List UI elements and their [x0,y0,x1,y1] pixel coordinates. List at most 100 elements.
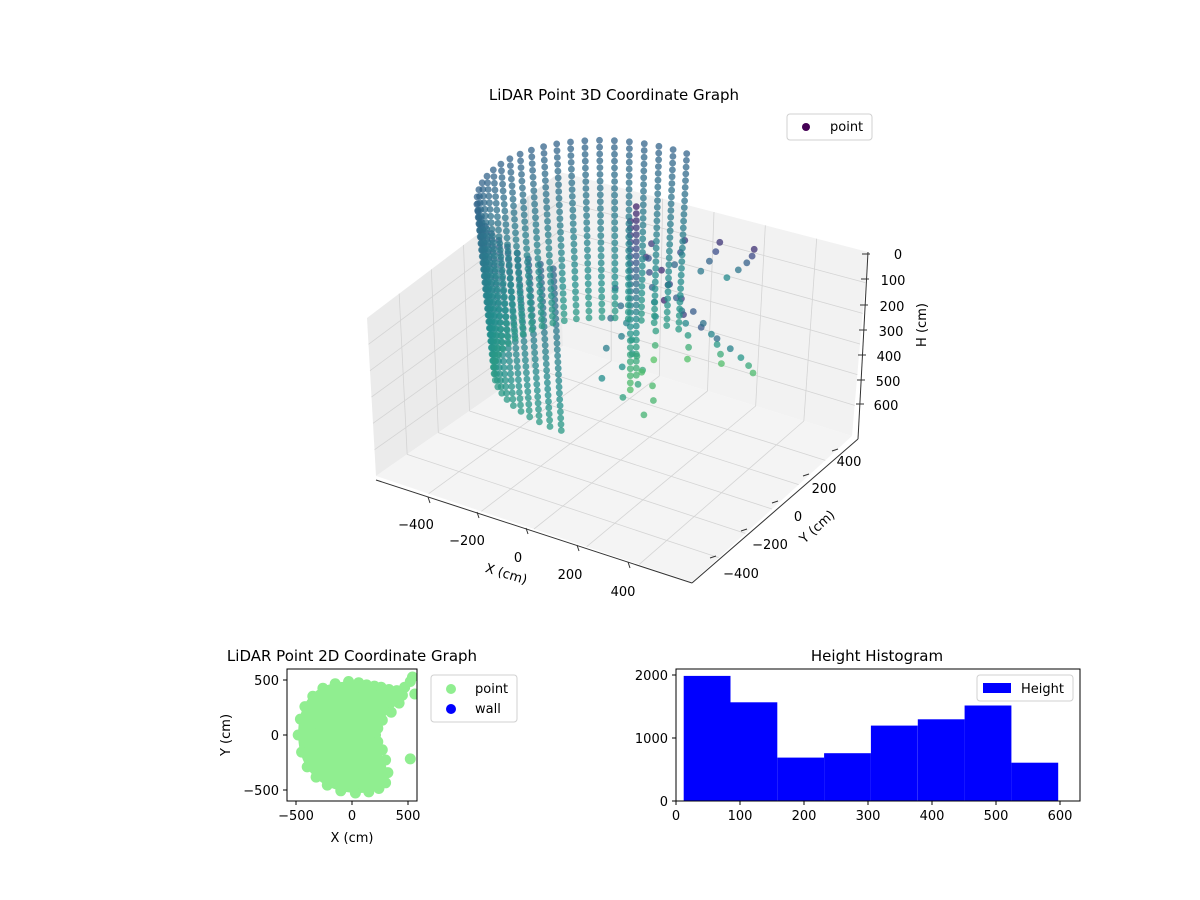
point-3d [743,259,751,267]
point-3d [502,313,510,321]
x-tick-label: 100 [728,809,753,824]
point-3d [682,319,690,327]
point-3d [681,184,689,191]
point-3d [632,273,640,281]
point-2d [329,678,341,690]
scatter-2d-body [292,671,417,799]
point-3d [625,179,633,187]
point-3d [681,190,689,198]
point-3d [500,364,508,371]
point-3d [489,285,496,293]
point-3d [685,343,692,351]
point-3d [526,413,534,421]
point-3d [570,233,578,241]
point-3d [597,252,605,260]
point-3d [519,198,527,205]
point-2d [382,767,394,779]
point-3d [537,295,544,303]
point-3d [597,205,604,212]
point-3d [598,307,606,315]
point-3d [655,142,663,150]
point-3d [486,258,494,266]
point-2d [346,729,358,741]
point-3d [669,153,677,160]
point-3d [584,260,592,267]
point-3d [559,290,567,297]
histogram-bar [777,757,825,801]
point-3d [679,244,686,252]
point-3d [626,365,634,373]
point-3d [487,272,495,279]
point-3d [534,393,542,401]
point-3d [492,265,499,273]
point-3d [632,357,640,365]
point-3d [676,298,684,306]
point-3d [640,147,648,154]
point-3d [568,172,575,180]
point-2d [376,744,388,756]
point-3d [512,351,520,358]
point-3d [585,307,593,315]
point-3d [611,300,619,308]
point-3d [654,176,662,184]
point-3d [528,146,535,154]
point-3d [653,210,661,218]
point-3d [626,379,634,387]
point-3d [531,200,538,208]
point-3d [624,308,632,316]
point-3d [531,349,539,357]
point-3d [540,150,548,157]
point-3d [597,211,604,219]
point-3d [639,228,647,236]
point-3d [596,164,604,172]
point-3d [625,213,633,221]
point-3d [611,287,619,294]
x-axis-line [375,479,693,584]
point-3d [503,234,511,242]
point-3d [678,258,686,265]
point-3d [510,321,518,329]
point-3d [582,171,589,179]
point-3d [485,245,492,253]
point-2d [312,718,324,730]
point-3d [494,383,502,391]
point-3d [626,330,634,337]
point-3d [536,418,543,426]
point-3d [480,199,488,207]
point-3d [650,319,658,327]
point-3d [525,285,533,293]
point-3d [553,327,560,335]
point-3d [669,159,676,167]
point-3d [534,399,542,407]
point-3d [495,351,503,359]
point-3d [679,238,687,245]
point-3d [549,312,556,320]
point-2d [310,771,322,783]
point-3d [500,194,508,202]
point-3d [571,267,579,275]
point-3d [557,414,565,422]
x-tick-label: 0 [672,809,680,824]
point-3d [523,382,531,389]
point-3d [541,170,549,178]
point-3d [750,245,758,253]
chart-3d-title: LiDAR Point 3D Coordinate Graph [489,86,739,104]
point-3d [542,184,550,191]
point-3d [632,245,640,253]
point-3d [611,280,619,288]
point-3d [572,288,579,296]
point-3d [584,266,592,274]
point-3d [525,400,533,408]
point-3d [517,296,524,304]
point-3d [625,233,633,241]
point-3d [632,231,640,239]
point-3d [583,232,591,240]
point-3d [530,343,538,351]
point-3d [532,368,540,376]
point-3d [611,171,618,179]
point-3d [495,226,502,234]
x-tick-label: 300 [856,809,881,824]
point-3d [583,205,590,213]
grid-line [562,316,855,406]
point-3d [625,281,632,289]
